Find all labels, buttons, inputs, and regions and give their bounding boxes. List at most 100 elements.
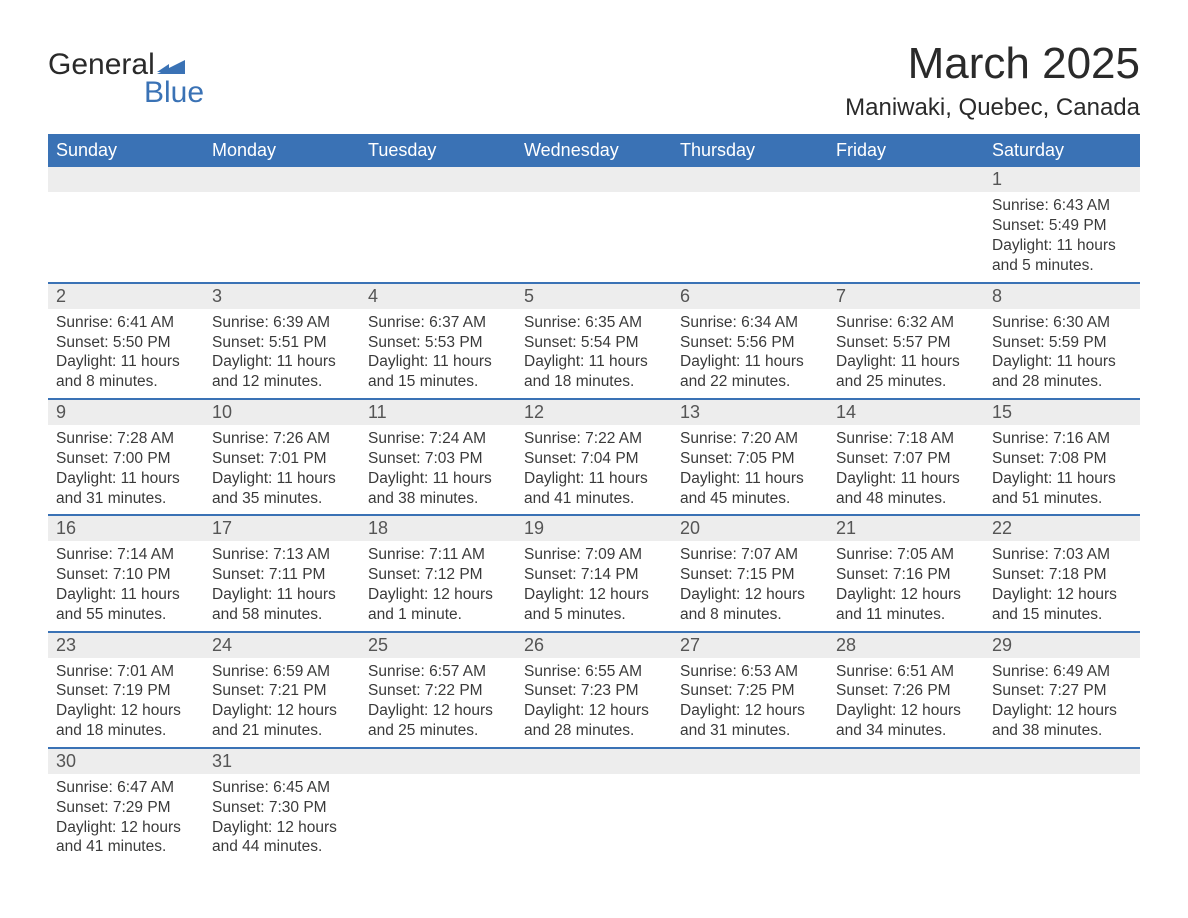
day-number: 22 (984, 516, 1140, 541)
sunrise-text: Sunrise: 6:47 AM (56, 778, 196, 798)
daylight-text: Daylight: 11 hours and 55 minutes. (56, 585, 196, 625)
sunset-text: Sunset: 7:25 PM (680, 681, 820, 701)
daylight-text: Daylight: 11 hours and 15 minutes. (368, 352, 508, 392)
daylight-text: Daylight: 12 hours and 38 minutes. (992, 701, 1132, 741)
sunrise-text: Sunrise: 6:55 AM (524, 662, 664, 682)
day-body (672, 774, 828, 784)
sunrise-text: Sunrise: 7:05 AM (836, 545, 976, 565)
calendar-cell: 16Sunrise: 7:14 AMSunset: 7:10 PMDayligh… (48, 515, 204, 631)
month-title: March 2025 (845, 40, 1140, 88)
day-body (672, 192, 828, 202)
calendar-cell: 12Sunrise: 7:22 AMSunset: 7:04 PMDayligh… (516, 399, 672, 515)
sunset-text: Sunset: 5:53 PM (368, 333, 508, 353)
daylight-text: Daylight: 11 hours and 12 minutes. (212, 352, 352, 392)
day-number: 11 (360, 400, 516, 425)
calendar-week: 16Sunrise: 7:14 AMSunset: 7:10 PMDayligh… (48, 515, 1140, 631)
calendar-week: 30Sunrise: 6:47 AMSunset: 7:29 PMDayligh… (48, 748, 1140, 863)
daylight-text: Daylight: 11 hours and 48 minutes. (836, 469, 976, 509)
day-body: Sunrise: 7:20 AMSunset: 7:05 PMDaylight:… (672, 425, 828, 514)
sunset-text: Sunset: 7:14 PM (524, 565, 664, 585)
sunrise-text: Sunrise: 6:37 AM (368, 313, 508, 333)
calendar-cell: 30Sunrise: 6:47 AMSunset: 7:29 PMDayligh… (48, 748, 204, 863)
day-body: Sunrise: 6:55 AMSunset: 7:23 PMDaylight:… (516, 658, 672, 747)
sunset-text: Sunset: 5:50 PM (56, 333, 196, 353)
calendar-cell: 28Sunrise: 6:51 AMSunset: 7:26 PMDayligh… (828, 632, 984, 748)
sunset-text: Sunset: 5:59 PM (992, 333, 1132, 353)
day-body: Sunrise: 7:18 AMSunset: 7:07 PMDaylight:… (828, 425, 984, 514)
daylight-text: Daylight: 12 hours and 5 minutes. (524, 585, 664, 625)
sunrise-text: Sunrise: 6:30 AM (992, 313, 1132, 333)
sunrise-text: Sunrise: 6:34 AM (680, 313, 820, 333)
day-body: Sunrise: 7:16 AMSunset: 7:08 PMDaylight:… (984, 425, 1140, 514)
sunset-text: Sunset: 7:00 PM (56, 449, 196, 469)
calendar-cell (516, 167, 672, 282)
day-body: Sunrise: 6:37 AMSunset: 5:53 PMDaylight:… (360, 309, 516, 398)
day-number: 4 (360, 284, 516, 309)
day-body: Sunrise: 6:51 AMSunset: 7:26 PMDaylight:… (828, 658, 984, 747)
sunrise-text: Sunrise: 6:39 AM (212, 313, 352, 333)
sunset-text: Sunset: 7:23 PM (524, 681, 664, 701)
day-number (516, 167, 672, 192)
brand-word2: Blue (144, 78, 204, 108)
calendar-cell: 7Sunrise: 6:32 AMSunset: 5:57 PMDaylight… (828, 283, 984, 399)
daylight-text: Daylight: 12 hours and 11 minutes. (836, 585, 976, 625)
calendar-week: 23Sunrise: 7:01 AMSunset: 7:19 PMDayligh… (48, 632, 1140, 748)
calendar-week: 1Sunrise: 6:43 AMSunset: 5:49 PMDaylight… (48, 167, 1140, 282)
day-number (516, 749, 672, 774)
daylight-text: Daylight: 11 hours and 41 minutes. (524, 469, 664, 509)
calendar-cell: 31Sunrise: 6:45 AMSunset: 7:30 PMDayligh… (204, 748, 360, 863)
col-wednesday: Wednesday (516, 134, 672, 167)
day-body (360, 192, 516, 202)
calendar-cell: 18Sunrise: 7:11 AMSunset: 7:12 PMDayligh… (360, 515, 516, 631)
calendar-cell: 27Sunrise: 6:53 AMSunset: 7:25 PMDayligh… (672, 632, 828, 748)
calendar-cell: 23Sunrise: 7:01 AMSunset: 7:19 PMDayligh… (48, 632, 204, 748)
calendar-week: 2Sunrise: 6:41 AMSunset: 5:50 PMDaylight… (48, 283, 1140, 399)
sunset-text: Sunset: 7:26 PM (836, 681, 976, 701)
daylight-text: Daylight: 12 hours and 18 minutes. (56, 701, 196, 741)
calendar-cell (360, 167, 516, 282)
day-body: Sunrise: 6:30 AMSunset: 5:59 PMDaylight:… (984, 309, 1140, 398)
calendar-cell: 26Sunrise: 6:55 AMSunset: 7:23 PMDayligh… (516, 632, 672, 748)
sunrise-text: Sunrise: 7:07 AM (680, 545, 820, 565)
sunrise-text: Sunrise: 7:13 AM (212, 545, 352, 565)
day-number (828, 749, 984, 774)
calendar-body: 1Sunrise: 6:43 AMSunset: 5:49 PMDaylight… (48, 167, 1140, 863)
daylight-text: Daylight: 12 hours and 34 minutes. (836, 701, 976, 741)
day-body (828, 774, 984, 784)
day-body: Sunrise: 6:34 AMSunset: 5:56 PMDaylight:… (672, 309, 828, 398)
day-body: Sunrise: 6:49 AMSunset: 7:27 PMDaylight:… (984, 658, 1140, 747)
day-body: Sunrise: 7:13 AMSunset: 7:11 PMDaylight:… (204, 541, 360, 630)
calendar-cell: 21Sunrise: 7:05 AMSunset: 7:16 PMDayligh… (828, 515, 984, 631)
brand-word1: General (48, 50, 155, 80)
daylight-text: Daylight: 11 hours and 58 minutes. (212, 585, 352, 625)
daylight-text: Daylight: 12 hours and 41 minutes. (56, 818, 196, 858)
daylight-text: Daylight: 12 hours and 21 minutes. (212, 701, 352, 741)
col-friday: Friday (828, 134, 984, 167)
day-number: 12 (516, 400, 672, 425)
sunrise-text: Sunrise: 6:43 AM (992, 196, 1132, 216)
daylight-text: Daylight: 11 hours and 25 minutes. (836, 352, 976, 392)
sunset-text: Sunset: 5:49 PM (992, 216, 1132, 236)
sunrise-text: Sunrise: 6:59 AM (212, 662, 352, 682)
calendar-cell: 17Sunrise: 7:13 AMSunset: 7:11 PMDayligh… (204, 515, 360, 631)
calendar-cell: 15Sunrise: 7:16 AMSunset: 7:08 PMDayligh… (984, 399, 1140, 515)
day-body (984, 774, 1140, 784)
day-body (828, 192, 984, 202)
day-number: 20 (672, 516, 828, 541)
day-number (672, 749, 828, 774)
day-body: Sunrise: 7:09 AMSunset: 7:14 PMDaylight:… (516, 541, 672, 630)
day-number: 30 (48, 749, 204, 774)
day-body: Sunrise: 6:45 AMSunset: 7:30 PMDaylight:… (204, 774, 360, 863)
calendar-cell: 24Sunrise: 6:59 AMSunset: 7:21 PMDayligh… (204, 632, 360, 748)
calendar-cell: 14Sunrise: 7:18 AMSunset: 7:07 PMDayligh… (828, 399, 984, 515)
daylight-text: Daylight: 11 hours and 31 minutes. (56, 469, 196, 509)
day-number: 24 (204, 633, 360, 658)
day-number: 14 (828, 400, 984, 425)
daylight-text: Daylight: 12 hours and 31 minutes. (680, 701, 820, 741)
sunset-text: Sunset: 7:30 PM (212, 798, 352, 818)
day-number (48, 167, 204, 192)
sunrise-text: Sunrise: 7:24 AM (368, 429, 508, 449)
day-number: 2 (48, 284, 204, 309)
calendar-header-row: Sunday Monday Tuesday Wednesday Thursday… (48, 134, 1140, 167)
day-number: 19 (516, 516, 672, 541)
